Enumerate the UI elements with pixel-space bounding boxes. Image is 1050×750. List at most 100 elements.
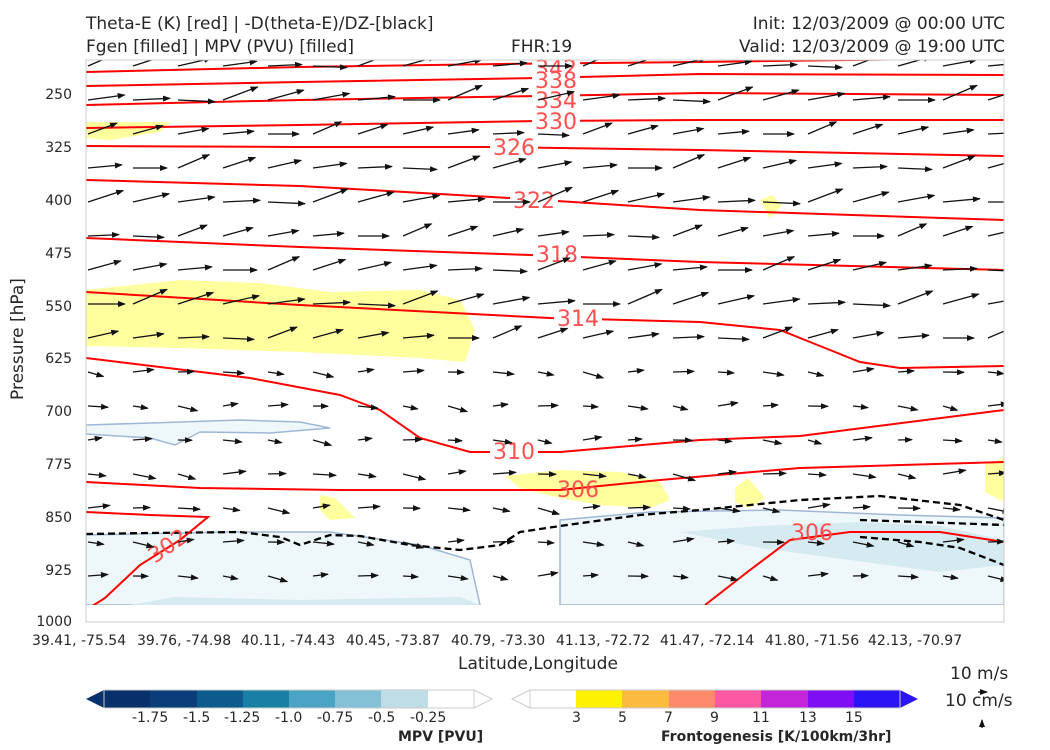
wind-vector-99 (762, 200, 801, 207)
wind-vector-9 (492, 60, 528, 67)
wind-vector-303 (492, 538, 515, 545)
wind-vector-139 (672, 264, 708, 271)
wind-vector-27 (357, 94, 396, 101)
wind-vector-66 (222, 156, 257, 169)
wind-vector-88 (267, 200, 306, 207)
wind-vector-1 (132, 60, 167, 67)
fgen-colorbar-extend-min (510, 689, 531, 709)
x-tick-0: 39.41, -75.54 (32, 633, 127, 649)
wind-vector-87 (222, 197, 261, 204)
wind-vector-212 (177, 405, 199, 413)
mpv-tick-3: -1.0 (275, 710, 303, 726)
wind-vector-108 (222, 226, 254, 237)
wind-vector-224 (717, 400, 739, 407)
wind-vector-286 (672, 505, 691, 512)
y-tick-475: 475 (45, 246, 72, 262)
wind-vector-125 (987, 231, 1004, 237)
wind-vector-126 (87, 259, 122, 271)
wind-vector-146 (987, 269, 1004, 272)
wind-vector-8 (447, 60, 483, 67)
wind-vector-67 (267, 159, 303, 169)
wind-vector-166 (942, 293, 980, 305)
wind-vector-162 (762, 296, 801, 305)
theta-e-line-306 (86, 461, 1004, 491)
wind-vector-248 (852, 435, 873, 442)
wind-vector-127 (132, 262, 168, 271)
fgen-tick-0: 3 (572, 710, 581, 726)
wind-vector-109 (267, 228, 300, 237)
wind-vector-172 (267, 326, 298, 339)
forecast-hour: FHR:19 (511, 37, 573, 57)
wind-vector-335 (987, 575, 1004, 583)
mpv-colorbar-title: MPV [PVU] (398, 729, 484, 745)
wind-vector-18 (897, 60, 932, 67)
wind-vector-65 (177, 154, 211, 169)
wind-vector-135 (492, 268, 528, 275)
wind-vector-124 (942, 225, 974, 237)
fgen-tick-4: 11 (752, 710, 770, 726)
mpv-colorbar-extend-max (473, 689, 494, 709)
wind-vector-231 (87, 435, 103, 442)
wind-vector-287 (717, 507, 741, 514)
wind-vector-220 (537, 402, 559, 409)
wind-vector-264 (627, 473, 647, 480)
wind-vector-183 (762, 326, 793, 339)
mpv-tick-5: -0.5 (368, 710, 396, 726)
wind-vector-267 (762, 470, 787, 477)
wind-vector-42 (87, 122, 118, 135)
wind-vector-38 (852, 94, 891, 101)
wind-vector-142 (807, 258, 842, 271)
wind-vector-131 (312, 258, 347, 271)
wind-vector-238 (402, 436, 423, 443)
wind-vector-200 (582, 371, 605, 379)
wind-vector-94 (537, 186, 573, 203)
wind-vector-189 (87, 371, 105, 378)
wind-vector-333 (897, 573, 919, 580)
wind-vector-330 (762, 575, 779, 582)
wind-vector-151 (267, 296, 306, 305)
wind-vector-177 (492, 325, 523, 339)
fgen-tick-3: 9 (710, 710, 719, 726)
theta-e-line-314 (86, 291, 1004, 370)
mpv-tick-1: -1.5 (183, 710, 211, 726)
wind-vector-325 (537, 570, 559, 577)
y-tick-1000: 1000 (36, 614, 72, 630)
wind-vector-305 (582, 541, 605, 548)
wind-vector-97 (672, 194, 711, 203)
wind-vector-199 (537, 370, 555, 377)
wind-vector-253 (132, 473, 157, 481)
wind-vector-217 (402, 404, 419, 411)
wind-vector-56 (717, 128, 750, 135)
wind-vector-318 (222, 574, 239, 581)
wind-vector-302 (447, 537, 465, 544)
wind-vector-289 (807, 502, 831, 509)
wind-vector-282 (492, 506, 511, 513)
valid-time: Valid: 12/03/2009 @ 19:00 UTC (739, 37, 1005, 57)
wind-vector-311 (852, 541, 875, 548)
wind-vector-263 (582, 472, 607, 479)
wind-vector-321 (357, 572, 379, 579)
wind-vector-271 (942, 468, 967, 475)
wind-vector-331 (807, 571, 829, 578)
wind-vector-74 (582, 162, 618, 169)
x-axis-label: Latitude,Longitude (458, 654, 618, 674)
wind-vector-276 (222, 506, 241, 513)
y-tick-325: 325 (45, 140, 72, 156)
wind-vector-223 (672, 405, 689, 411)
wind-vector-228 (897, 405, 919, 412)
wind-vector-310 (807, 539, 825, 546)
wind-vector-161 (717, 294, 756, 305)
wind-vector-21 (87, 92, 126, 101)
wind-vector-181 (672, 333, 705, 340)
wind-vector-168 (87, 329, 120, 339)
wind-vector-23 (177, 98, 216, 105)
theta-e-label-314: 314 (557, 307, 599, 332)
wind-vector-242 (582, 435, 603, 442)
wind-vector-115 (537, 229, 570, 237)
wind-vector-72 (492, 157, 527, 169)
wind-vector-236 (312, 439, 333, 447)
wind-vector-14 (717, 60, 753, 67)
wind-vector-186 (897, 332, 930, 339)
wind-vector-320 (312, 572, 329, 579)
wind-vector-188 (987, 330, 1004, 339)
